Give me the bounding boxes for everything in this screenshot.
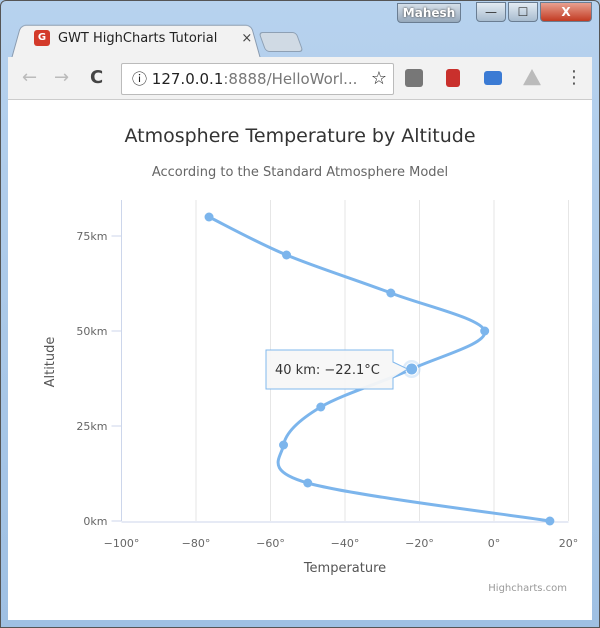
x-tick-label: −60° [256, 537, 285, 550]
y-axis-title: Altitude [43, 337, 58, 388]
menu-icon[interactable]: ⋮ [565, 67, 583, 88]
forward-icon[interactable]: → [54, 67, 70, 88]
data-point [204, 212, 214, 222]
x-tick-label: −80° [182, 537, 211, 550]
back-icon[interactable]: ← [22, 67, 38, 88]
x-tick-label: 0° [488, 537, 501, 550]
credits-link[interactable]: Highcharts.com [488, 583, 567, 594]
y-tick-label: 0km [83, 515, 107, 528]
toolbar: ← → C ⓘ 127.0.0.1:8888/HelloWorl... ☆ ⋮ [8, 57, 592, 100]
reload-icon[interactable]: C [90, 67, 104, 88]
data-point [316, 402, 326, 412]
y-tick-label: 25km [76, 420, 107, 433]
chart-title: Atmosphere Temperature by Altitude [124, 125, 475, 147]
maximize-button[interactable]: ☐ [508, 2, 538, 22]
x-tick-label: 20° [559, 537, 579, 550]
url-path: :8888/HelloWorl... [223, 70, 358, 88]
tab-close-icon[interactable]: × [241, 30, 253, 46]
star-icon[interactable]: ☆ [370, 68, 387, 89]
data-point [303, 478, 313, 488]
window-controls: — ☐ X [476, 2, 592, 22]
extension-acrobat-icon[interactable] [446, 69, 460, 87]
favicon-icon: G [34, 30, 50, 46]
address-bar[interactable]: ⓘ 127.0.0.1:8888/HelloWorl... ☆ [121, 63, 394, 95]
x-tick-label: −100° [104, 537, 140, 550]
extension-shield-icon[interactable] [405, 69, 423, 87]
y-tick-label: 75km [76, 230, 107, 243]
x-tick-label: −20° [405, 537, 434, 550]
chart-subtitle: According to the Standard Atmosphere Mod… [152, 165, 448, 180]
extension-cast-icon[interactable] [484, 71, 502, 85]
tooltip-box [265, 349, 409, 390]
data-point [279, 440, 289, 450]
close-button[interactable]: X [540, 2, 592, 22]
tab-title: GWT HighCharts Tutorial [58, 30, 218, 46]
tooltip-text: 40 km: −22.1°C [275, 363, 380, 378]
data-point [386, 288, 396, 298]
data-point [282, 250, 292, 260]
data-point [480, 326, 490, 336]
info-icon[interactable]: ⓘ [132, 70, 148, 88]
url-host: 127.0.0.1 [151, 70, 224, 88]
minimize-button[interactable]: — [476, 2, 506, 22]
data-point [545, 516, 555, 526]
profile-button[interactable]: Mahesh [397, 3, 461, 23]
y-tick-label: 50km [76, 325, 107, 338]
x-axis-title: Temperature [303, 561, 386, 576]
x-tick-label: −40° [331, 537, 360, 550]
